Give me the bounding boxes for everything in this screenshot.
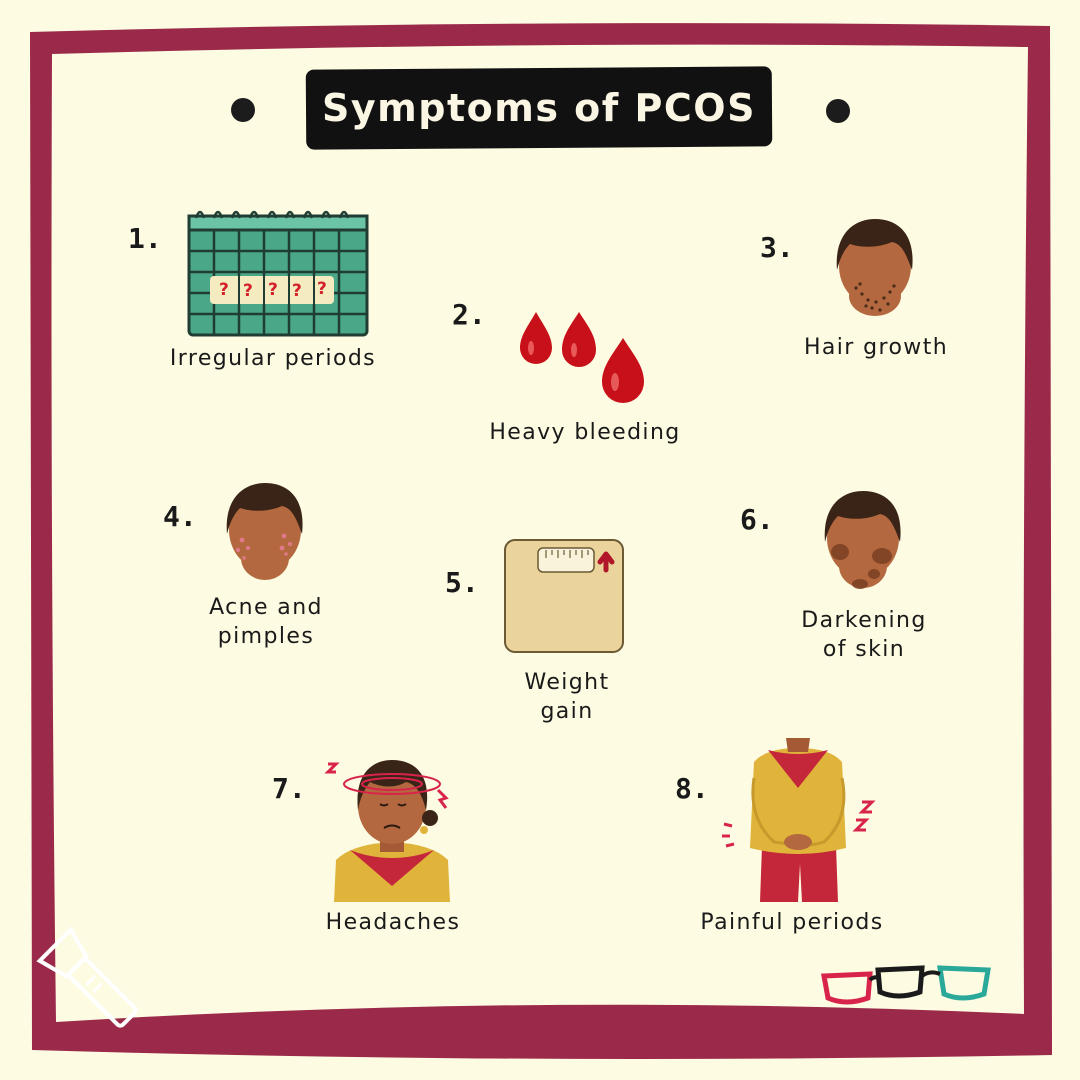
- symptom-label-1: Irregular periods: [169, 346, 377, 371]
- symptom-number-7: 7.: [272, 772, 306, 805]
- symptom-number-3: 3.: [760, 231, 794, 264]
- symptom-number-2: 2.: [452, 298, 486, 331]
- symptom-label-3: Hair growth: [803, 335, 949, 360]
- symptom-label-6: Darkening of skin: [801, 608, 927, 662]
- question-mark: ?: [268, 280, 278, 300]
- woman-cramps-icon: [722, 738, 876, 902]
- weighing-scale-icon: [504, 539, 624, 653]
- symptom-label-7: Headaches: [325, 910, 461, 935]
- blood-drops-icon: [520, 312, 644, 403]
- symptom-number-1: 1.: [128, 222, 162, 255]
- question-mark: ?: [243, 281, 253, 301]
- symptom-label-4: Acne and pimples: [209, 595, 323, 649]
- symptom-number-6: 6.: [740, 503, 774, 536]
- symptom-number-4: 4.: [163, 500, 197, 533]
- face-hair-growth-icon: [836, 219, 913, 316]
- symptom-number-5: 5.: [445, 566, 479, 599]
- flashlight-icon: [36, 926, 138, 1028]
- symptom-label-8: Painful periods: [700, 910, 884, 935]
- woman-headache-icon: [324, 760, 450, 902]
- symptom-number-8: 8.: [675, 772, 709, 805]
- face-acne-icon: [226, 483, 303, 580]
- question-mark: ?: [317, 279, 327, 299]
- calendar-icon: [187, 210, 369, 337]
- left-bullet-dot: [231, 98, 255, 122]
- calendar-question-marks: ? ? ? ? ?: [212, 279, 336, 303]
- question-mark: ?: [292, 281, 302, 301]
- glasses-logo-icon: [821, 965, 991, 1005]
- page-title: Symptoms of PCOS: [322, 86, 756, 130]
- right-bullet-dot: [826, 99, 850, 123]
- face-dark-patches-icon: [824, 491, 901, 589]
- symptom-label-2: Heavy bleeding: [489, 420, 681, 445]
- question-mark: ?: [219, 280, 229, 300]
- symptom-label-5: Weight gain: [524, 670, 610, 724]
